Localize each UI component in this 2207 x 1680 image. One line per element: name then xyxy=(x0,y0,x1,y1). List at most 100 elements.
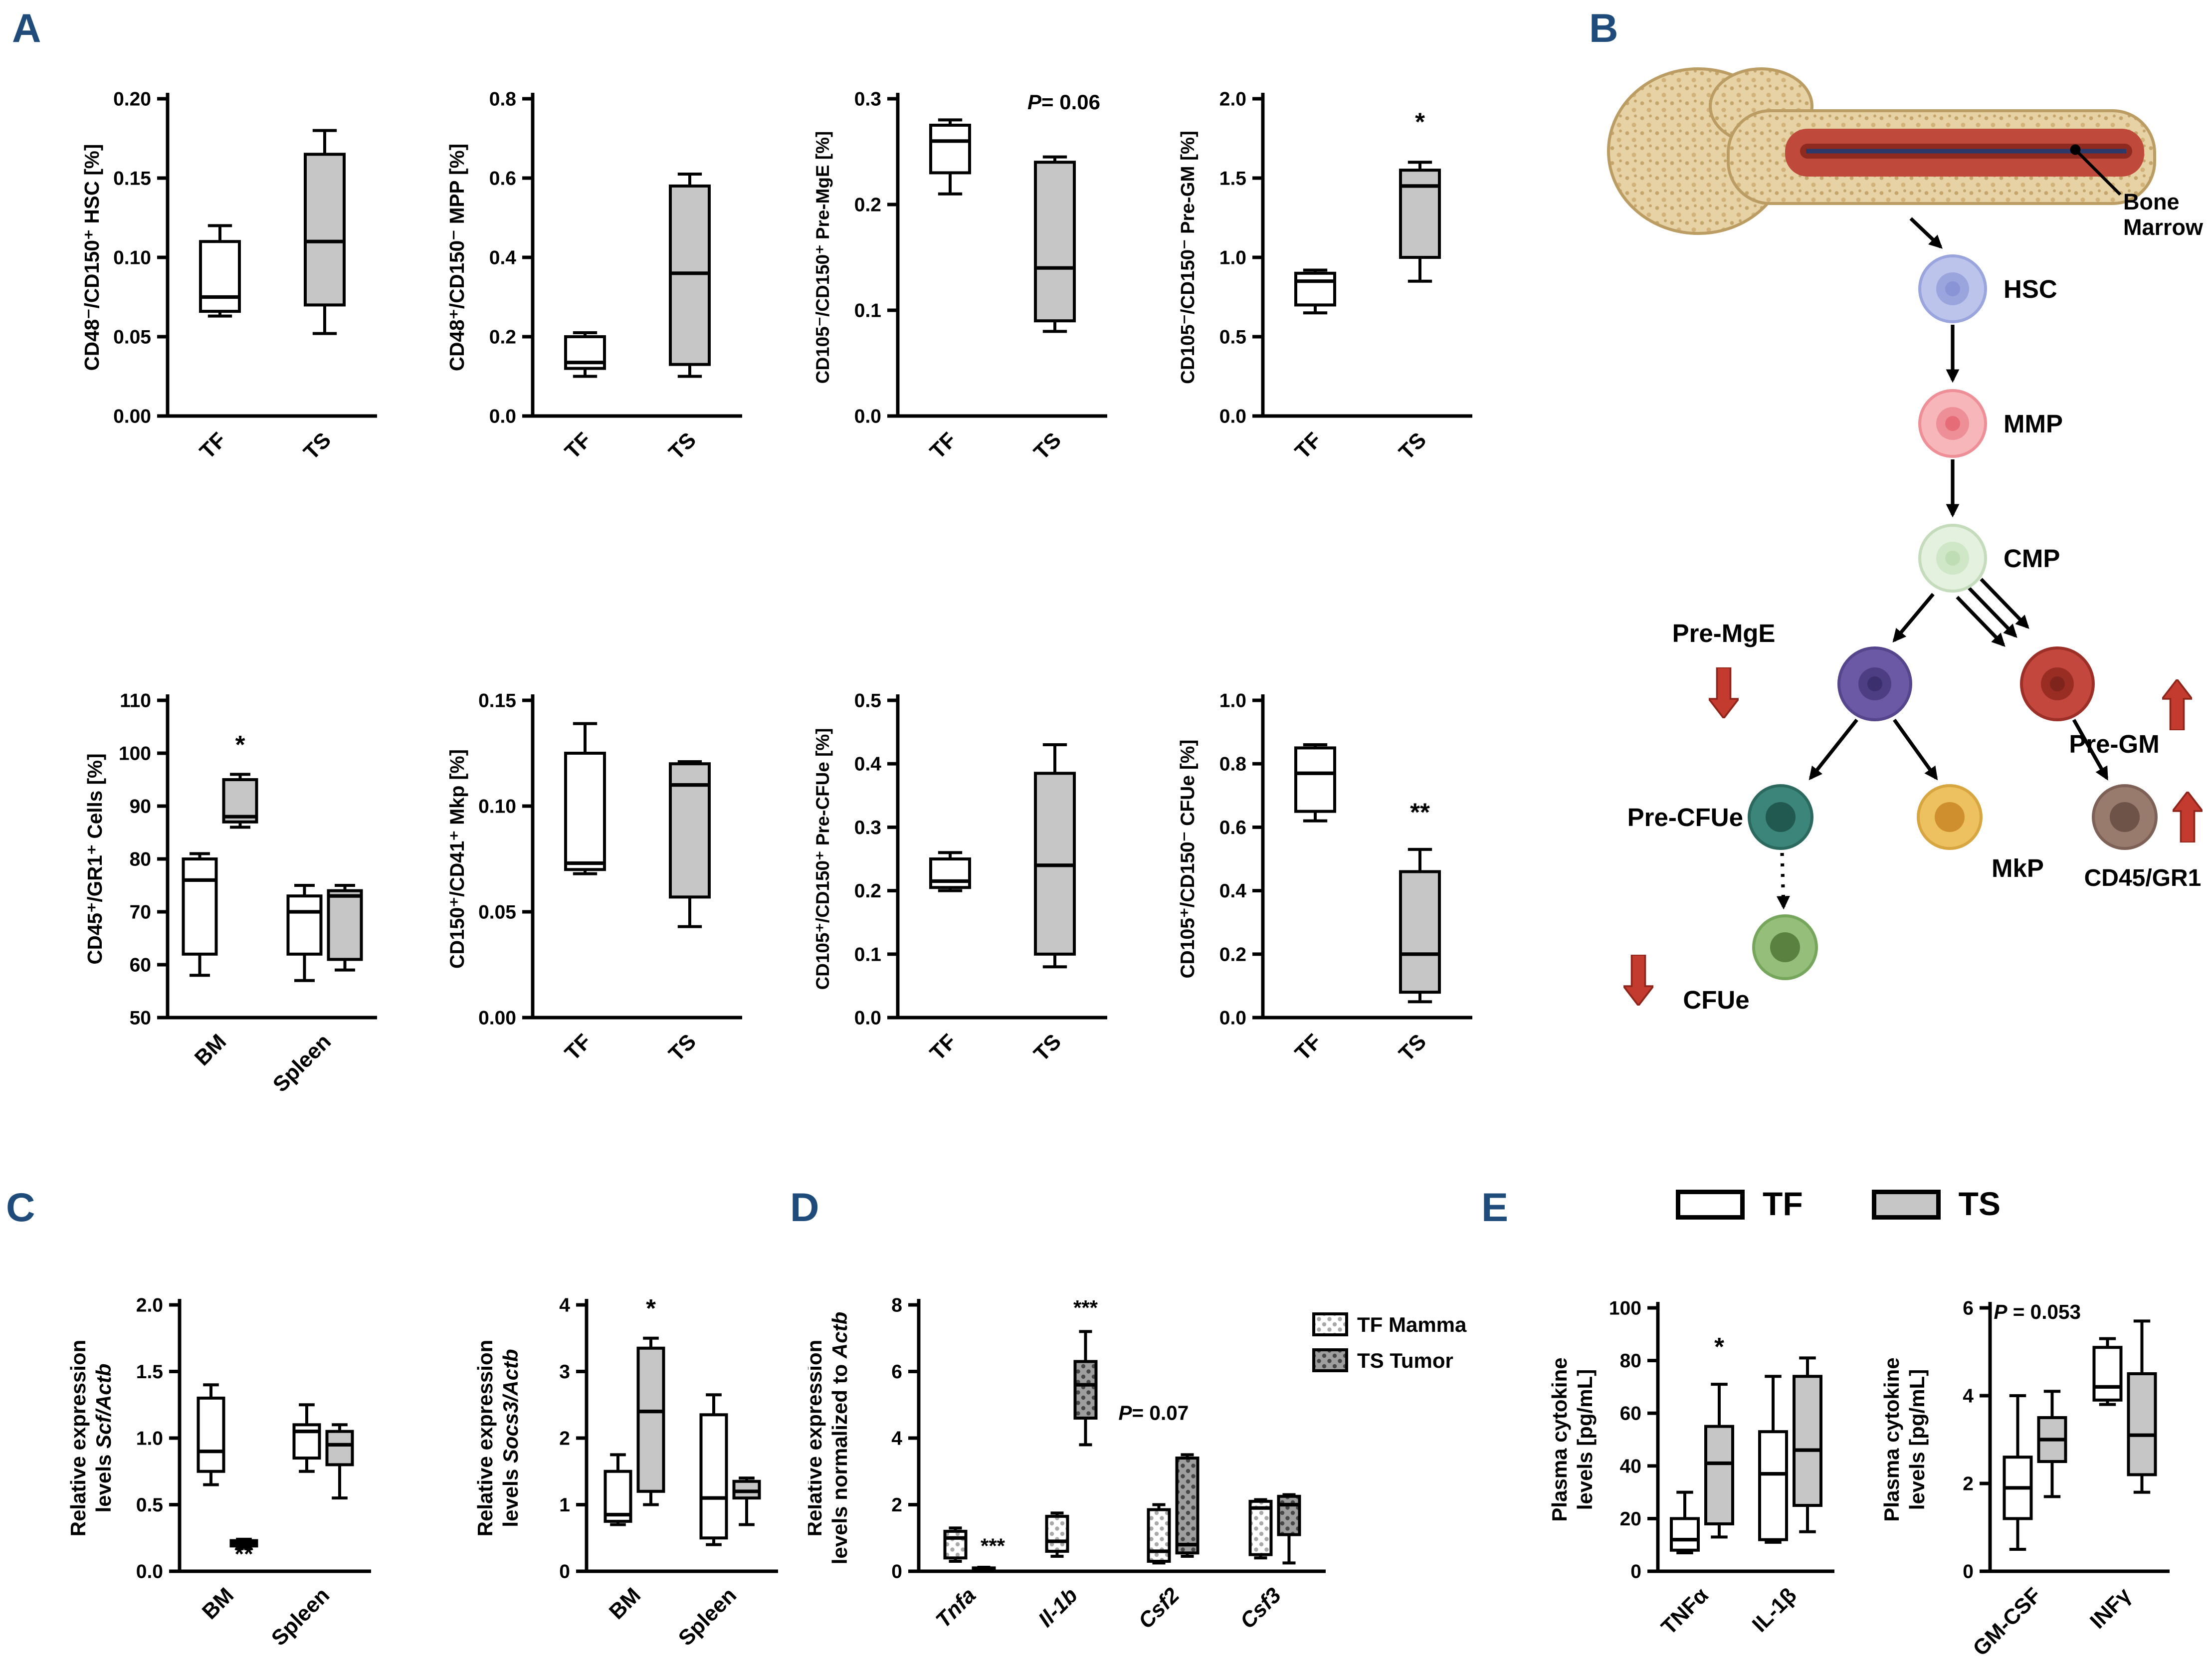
svg-text:0.0: 0.0 xyxy=(489,406,516,427)
x-category-label: TS xyxy=(299,428,336,464)
svg-text:0.0: 0.0 xyxy=(1219,1008,1246,1029)
box-d-2-0 xyxy=(1147,1508,1171,1563)
box-e2-1-0 xyxy=(2092,1346,2123,1402)
svg-text:CD48⁻/CD150⁺ HSC [%]: CD48⁻/CD150⁺ HSC [%] xyxy=(80,144,103,371)
cd45-gr1-increase-arrow xyxy=(2173,792,2203,842)
box-a3-0-0 xyxy=(929,124,971,175)
box-a8-0-0 xyxy=(1294,746,1336,813)
svg-text:0.0: 0.0 xyxy=(854,406,881,427)
x-category-label: Il-1b xyxy=(1034,1583,1082,1632)
svg-text:0.1: 0.1 xyxy=(854,300,881,322)
pre-cfue-node xyxy=(1748,784,1813,850)
svg-text:70: 70 xyxy=(130,902,151,923)
legend-swatch xyxy=(1312,1348,1348,1372)
legend-ts-swatch xyxy=(1871,1190,1941,1220)
chart-pre-cfue: 0.0 0.1 0.2 0.3 0.4 0.5 CD105⁺/CD150⁺ Pre-CFUe… xyxy=(772,661,1131,1170)
annotation: P= 0.06 xyxy=(1027,90,1100,114)
chart-socs3-actb: 0 1 2 3 4 Relative expression levels Socs3/Act… xyxy=(434,1269,808,1680)
svg-text:Plasma cytokine: Plasma cytokine xyxy=(1880,1357,1903,1521)
svg-text:0.2: 0.2 xyxy=(854,195,881,216)
annotation: *** xyxy=(1073,1296,1098,1319)
svg-text:100: 100 xyxy=(119,743,151,765)
panel-b-label: B xyxy=(1589,6,1618,51)
chart-plasma-cytokines-2: 0 2 4 6 Plasma cytokine levels [pg/mL] GM-CSF I… xyxy=(1864,1269,2200,1680)
svg-text:80: 80 xyxy=(130,849,151,870)
box-c2-0-1 xyxy=(636,1346,665,1493)
box-d-1-1 xyxy=(1073,1360,1098,1420)
svg-text:0.3: 0.3 xyxy=(854,89,881,110)
svg-text:2: 2 xyxy=(559,1428,570,1450)
x-category-label: Csf2 xyxy=(1134,1583,1184,1634)
legend-ts-label: TS xyxy=(1958,1185,2001,1223)
svg-text:4: 4 xyxy=(1963,1386,1974,1407)
svg-text:0: 0 xyxy=(1963,1561,1974,1583)
x-category-label: TS xyxy=(1395,428,1431,464)
pre-mge-decrease-arrow xyxy=(1709,667,1739,718)
svg-text:levels Socs3/Actb: levels Socs3/Actb xyxy=(499,1349,522,1527)
svg-text:0.1: 0.1 xyxy=(854,944,881,965)
annotation: ** xyxy=(1410,798,1430,827)
chart-gene-expression: 0 2 4 6 8 Relative expression levels normalize… xyxy=(803,1269,1478,1680)
x-category-label: TS xyxy=(1029,1030,1066,1066)
boxplot-c1: 0.0 0.5 1.0 1.5 2.0 Relative expression levels… xyxy=(66,1295,371,1651)
bone-marrow-label: Bone Marrow xyxy=(2123,189,2204,240)
box-d-2-1 xyxy=(1175,1457,1200,1555)
svg-text:4: 4 xyxy=(891,1428,902,1450)
svg-text:Plasma cytokine: Plasma cytokine xyxy=(1548,1357,1571,1521)
x-category-label: Spleen xyxy=(674,1583,741,1651)
svg-text:CD48⁺/CD150⁻ MPP [%]: CD48⁺/CD150⁻ MPP [%] xyxy=(445,144,468,371)
svg-text:0.05: 0.05 xyxy=(113,327,151,348)
cfue-decrease-arrow xyxy=(1623,955,1653,1006)
mkp-label: MkP xyxy=(1992,854,2044,882)
box-a1-1-0 xyxy=(304,153,346,307)
svg-text:0.3: 0.3 xyxy=(854,817,881,839)
chart-pre-mge: 0.0 0.1 0.2 0.3 CD105⁻/CD150⁺ Pre-MgE [%] TF T… xyxy=(772,60,1131,539)
pre-gm-node xyxy=(2020,646,2095,721)
svg-text:CD105⁻/CD150⁺ Pre-MgE [%]: CD105⁻/CD150⁺ Pre-MgE [%] xyxy=(812,131,833,384)
svg-text:0.4: 0.4 xyxy=(1219,880,1247,902)
legend-swatch xyxy=(1312,1312,1348,1336)
chart-mkp: 0.00 0.05 0.10 0.15 CD150⁺/CD41⁺ Mkp [%] TF TS xyxy=(407,661,766,1170)
svg-text:0.20: 0.20 xyxy=(113,89,151,110)
chart-scf-actb: 0.0 0.5 1.0 1.5 2.0 Relative expression levels… xyxy=(27,1269,401,1680)
legend-label: TF Mamma xyxy=(1357,1313,1467,1336)
svg-text:0.0: 0.0 xyxy=(136,1561,163,1583)
panel-b-diagram: Bone Marrow xyxy=(1579,39,2207,1094)
boxplot-d: 0 2 4 6 8 Relative expression levels normalize… xyxy=(803,1295,1467,1634)
svg-text:Relative expression: Relative expression xyxy=(473,1340,497,1537)
svg-text:0.8: 0.8 xyxy=(1219,754,1246,775)
svg-text:Relative expression: Relative expression xyxy=(808,1340,826,1537)
box-d-3-0 xyxy=(1248,1499,1273,1556)
pre-gm-label: Pre-GM xyxy=(2069,730,2159,758)
box-a2-1-0 xyxy=(669,184,711,366)
svg-text:6: 6 xyxy=(1963,1298,1974,1319)
x-category-label: Spleen xyxy=(268,1030,336,1097)
svg-text:0.4: 0.4 xyxy=(854,754,882,775)
svg-text:60: 60 xyxy=(1620,1403,1641,1425)
svg-text:80: 80 xyxy=(1620,1350,1641,1372)
x-category-label: BM xyxy=(198,1583,238,1624)
box-a5-0-0 xyxy=(182,857,218,956)
box-a7-0-0 xyxy=(929,857,971,889)
box-e1-1-1 xyxy=(1793,1375,1822,1507)
svg-text:2: 2 xyxy=(891,1494,902,1516)
svg-text:0.4: 0.4 xyxy=(489,247,517,269)
svg-text:CD150⁺/CD41⁺ Mkp [%]: CD150⁺/CD41⁺ Mkp [%] xyxy=(446,749,468,969)
legend-tf-swatch xyxy=(1676,1190,1745,1220)
legend-label: TS Tumor xyxy=(1357,1349,1453,1372)
box-a4-1-0 xyxy=(1399,169,1441,259)
x-category-label: Csf3 xyxy=(1235,1583,1286,1634)
mmp-node xyxy=(1918,389,1987,458)
box-a4-0-0 xyxy=(1294,271,1336,307)
x-category-label: TF xyxy=(1291,428,1327,464)
svg-text:0.2: 0.2 xyxy=(489,327,516,348)
chart-pre-gm: 0.0 0.5 1.0 1.5 2.0 CD105⁻/CD150⁻ Pre-GM [%] T… xyxy=(1137,60,1496,539)
svg-text:1.5: 1.5 xyxy=(1219,168,1246,190)
pre-cfue-label: Pre-CFUe xyxy=(1627,803,1743,832)
svg-text:1.0: 1.0 xyxy=(1219,247,1246,269)
boxplot-a2: 0.0 0.2 0.4 0.6 0.8 CD48⁺/CD150⁻ MPP [%] TF TS xyxy=(445,89,742,464)
x-category-label: TNFα xyxy=(1657,1583,1713,1640)
boxplot-a7: 0.0 0.1 0.2 0.3 0.4 0.5 CD105⁺/CD150⁺ Pre-CFUe… xyxy=(812,690,1107,1066)
svg-text:0.15: 0.15 xyxy=(478,690,516,712)
